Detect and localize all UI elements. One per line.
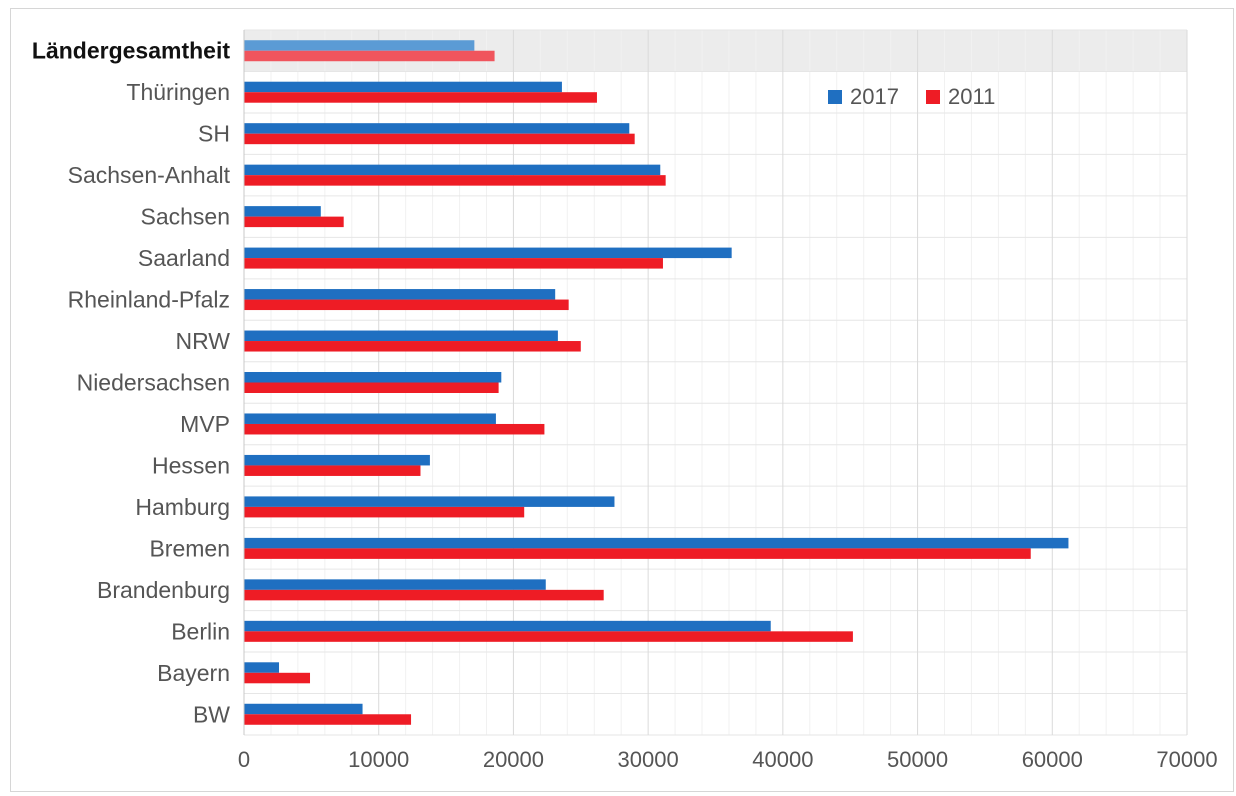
bar-2017	[244, 662, 280, 673]
bar-2011	[244, 672, 311, 684]
bar-2017	[244, 537, 1069, 549]
x-tick-label: 30000	[618, 747, 679, 772]
bar-2017	[244, 703, 363, 715]
bar-2011	[244, 465, 421, 476]
bar-2017	[244, 579, 546, 590]
x-tick-label: 70000	[1156, 747, 1217, 772]
bar-2011	[244, 382, 499, 393]
legend-swatch	[828, 90, 842, 104]
bar-2011	[244, 506, 525, 518]
category-label: BW	[193, 701, 230, 727]
x-tick-label: 20000	[483, 747, 544, 772]
bar-2011	[244, 50, 495, 62]
bar-2017	[244, 164, 661, 176]
category-label: Thüringen	[126, 79, 230, 105]
legend-swatch	[926, 90, 940, 104]
bar-2017	[244, 372, 502, 383]
category-label: Niedersachsen	[77, 370, 230, 396]
category-label: Sachsen-Anhalt	[68, 162, 231, 188]
category-label: Bremen	[149, 535, 230, 561]
bar-2017	[244, 123, 630, 134]
category-label: Saarland	[138, 245, 230, 271]
bar-2017	[244, 413, 496, 424]
bar-2017	[244, 330, 558, 342]
category-label: MVP	[180, 411, 230, 437]
bar-2011	[244, 341, 581, 352]
x-tick-label: 40000	[752, 747, 813, 772]
bar-2017	[244, 81, 562, 93]
x-tick-label: 60000	[1022, 747, 1083, 772]
bar-2011	[244, 714, 412, 725]
bar-2011	[244, 631, 853, 642]
bar-2017	[244, 289, 556, 300]
x-tick-label: 0	[238, 747, 250, 772]
bar-2017	[244, 496, 615, 507]
category-label: SH	[198, 121, 230, 147]
x-tick-label: 10000	[348, 747, 409, 772]
category-label: Bayern	[157, 660, 230, 686]
bar-2017	[244, 620, 771, 632]
bar-2011	[244, 548, 1031, 559]
bar-2011	[244, 133, 635, 145]
bar-2017	[244, 40, 475, 51]
x-tick-label: 50000	[887, 747, 948, 772]
bar-2011	[244, 423, 545, 435]
chart-frame: Ländergesamtheit Thüringen SH Sachsen-Anhal…	[10, 8, 1234, 792]
legend-label: 2011	[948, 84, 995, 109]
bar-2017	[244, 454, 430, 466]
category-label: Hessen	[152, 452, 230, 478]
bar-chart: Ländergesamtheit Thüringen SH Sachsen-Anhal…	[32, 29, 1218, 772]
category-label: Berlin	[171, 618, 230, 644]
bar-2011	[244, 299, 569, 311]
category-label: Ländergesamtheit	[32, 38, 230, 64]
bar-2011	[244, 92, 597, 103]
bar-2017	[244, 206, 321, 217]
category-label: NRW	[175, 328, 230, 354]
bar-2011	[244, 589, 604, 601]
bar-2011	[244, 216, 344, 228]
category-label: Rheinland-Pfalz	[68, 287, 230, 313]
bar-2011	[244, 175, 666, 186]
category-label: Brandenburg	[97, 577, 230, 603]
bar-2011	[244, 258, 663, 269]
legend-label: 2017	[850, 84, 899, 109]
bar-2017	[244, 247, 732, 259]
category-label: Hamburg	[135, 494, 230, 520]
category-label: Sachsen	[140, 204, 230, 230]
